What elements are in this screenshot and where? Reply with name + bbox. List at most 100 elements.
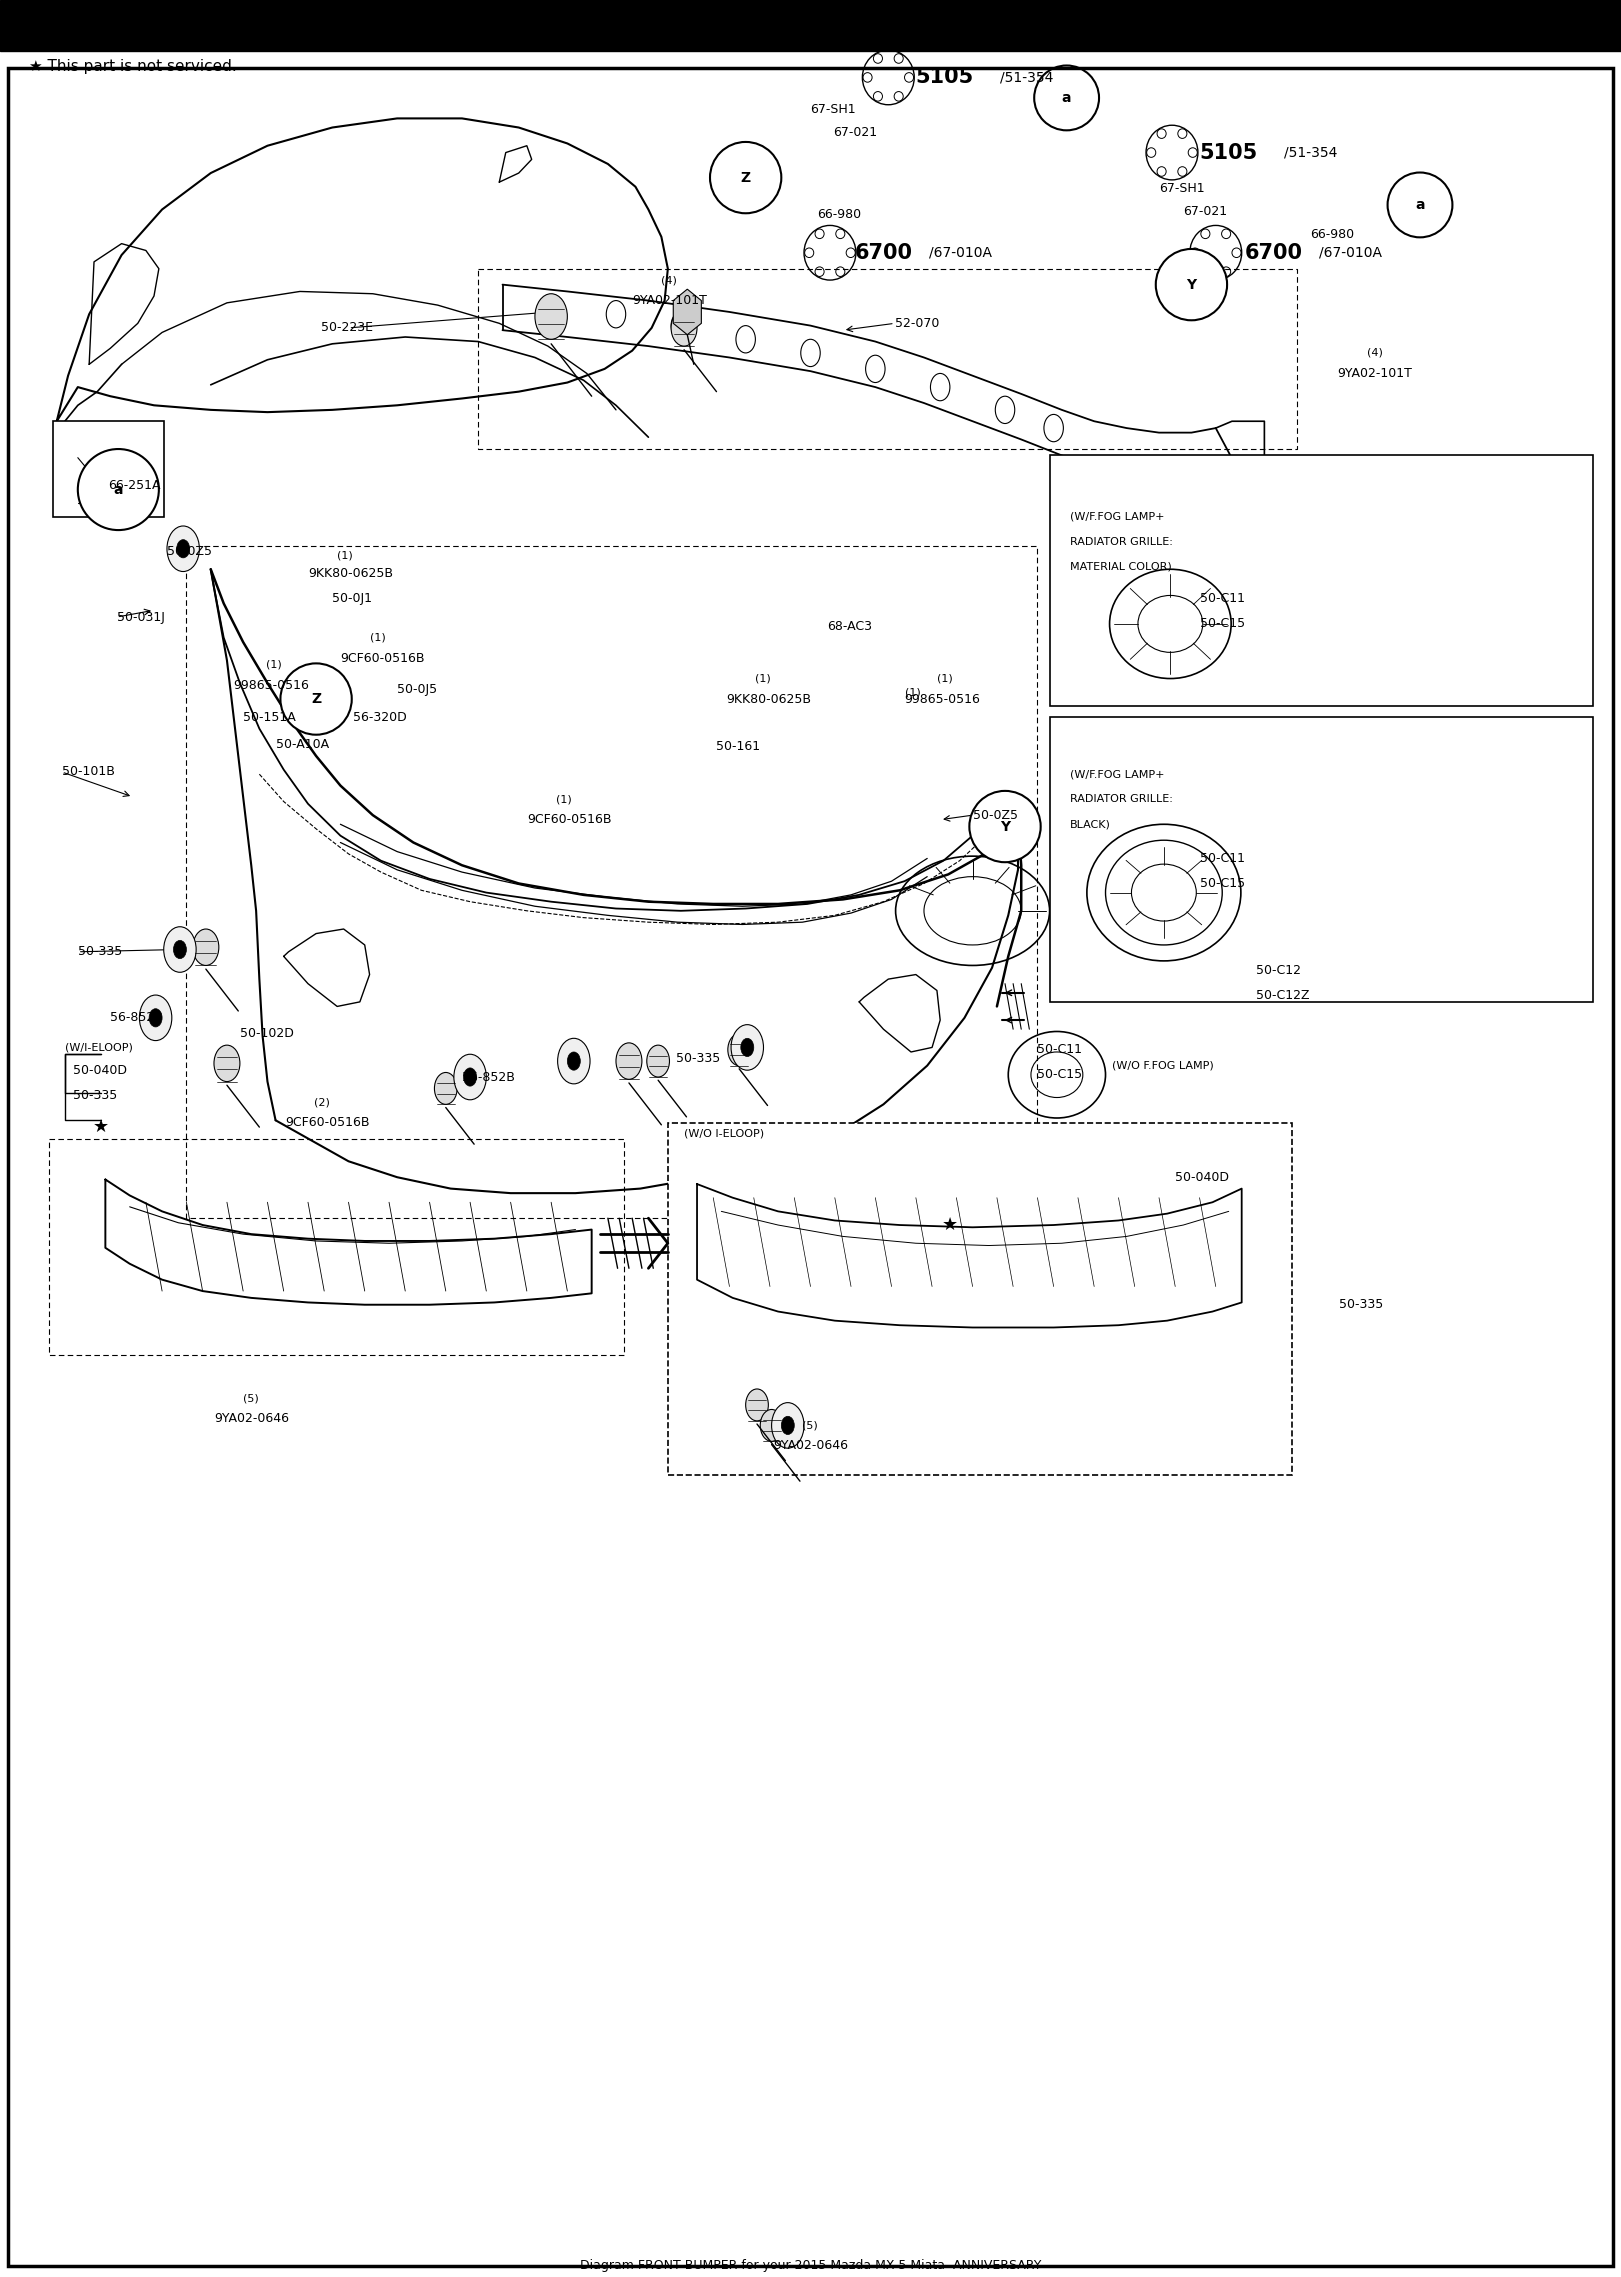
- Text: (1): (1): [755, 674, 772, 683]
- Ellipse shape: [969, 790, 1041, 863]
- Text: 99865-0516: 99865-0516: [905, 692, 981, 706]
- Text: 50-102D: 50-102D: [240, 1027, 293, 1041]
- Text: 9CF60-0516B: 9CF60-0516B: [285, 1116, 370, 1129]
- Circle shape: [434, 1072, 457, 1104]
- Text: (1): (1): [337, 551, 353, 560]
- Text: (W/O F.FOG LAMP): (W/O F.FOG LAMP): [1112, 1061, 1214, 1070]
- Text: (5): (5): [802, 1421, 819, 1430]
- Text: (W/F.FOG LAMP+: (W/F.FOG LAMP+: [1070, 770, 1164, 779]
- Text: 5105: 5105: [916, 68, 974, 87]
- Text: 50-031J: 50-031J: [117, 610, 165, 624]
- Text: Y: Y: [1000, 820, 1010, 833]
- Text: 50-0Z5: 50-0Z5: [973, 808, 1018, 822]
- Text: 6700: 6700: [1245, 244, 1303, 262]
- Circle shape: [173, 940, 186, 959]
- Text: 56-852B: 56-852B: [462, 1070, 515, 1084]
- Text: a: a: [1415, 198, 1425, 212]
- Text: 5105: 5105: [1200, 143, 1258, 162]
- Ellipse shape: [1156, 248, 1227, 321]
- Text: a: a: [113, 483, 123, 496]
- Text: (5): (5): [243, 1394, 259, 1403]
- Text: (1): (1): [370, 633, 386, 642]
- Text: 50-223E: 50-223E: [321, 321, 373, 335]
- Text: (4): (4): [1367, 348, 1383, 357]
- Circle shape: [535, 294, 567, 339]
- Text: 56-852B: 56-852B: [110, 1011, 164, 1025]
- Text: ★: ★: [942, 1216, 958, 1234]
- Circle shape: [772, 1403, 804, 1448]
- Bar: [53, 421, 164, 517]
- Text: 50-101B: 50-101B: [62, 765, 115, 779]
- Circle shape: [139, 995, 172, 1041]
- Text: ★ This part is not serviced.: ★ This part is not serviced.: [29, 59, 237, 73]
- Text: 50-C15: 50-C15: [1200, 877, 1245, 890]
- Text: 66-251A: 66-251A: [109, 478, 160, 492]
- Circle shape: [454, 1054, 486, 1100]
- Text: (1): (1): [937, 674, 953, 683]
- Text: Diagram FRONT BUMPER for your 2015 Mazda MX-5 Miata  ANNIVERSARY: Diagram FRONT BUMPER for your 2015 Mazda…: [580, 2259, 1041, 2272]
- Text: Z: Z: [741, 171, 751, 184]
- Text: a: a: [1062, 91, 1071, 105]
- Circle shape: [781, 1416, 794, 1435]
- Text: 50-C11: 50-C11: [1200, 592, 1245, 606]
- Text: MATERIAL COLOR): MATERIAL COLOR): [1070, 562, 1172, 572]
- Circle shape: [741, 1038, 754, 1057]
- Text: 50-335: 50-335: [78, 945, 122, 959]
- Circle shape: [464, 1068, 477, 1086]
- Text: 56-320D: 56-320D: [353, 710, 407, 724]
- Text: 50-040D: 50-040D: [73, 1063, 126, 1077]
- Text: 9KK80-0625B: 9KK80-0625B: [308, 567, 392, 581]
- Text: 50-335: 50-335: [676, 1052, 720, 1066]
- Text: 50-C15: 50-C15: [1037, 1068, 1083, 1082]
- Ellipse shape: [78, 449, 159, 531]
- Circle shape: [214, 1045, 240, 1082]
- Text: RADIATOR GRILLE:: RADIATOR GRILLE:: [1070, 795, 1172, 804]
- Text: 52-070: 52-070: [895, 317, 939, 330]
- Ellipse shape: [280, 663, 352, 735]
- Bar: [1050, 455, 1593, 706]
- Text: ★: ★: [92, 1118, 109, 1136]
- Circle shape: [167, 526, 199, 572]
- Text: (4): (4): [661, 276, 678, 285]
- Ellipse shape: [1034, 66, 1099, 130]
- Text: 50-C12Z: 50-C12Z: [1256, 988, 1310, 1002]
- Text: (1): (1): [905, 688, 921, 697]
- Text: 50-161: 50-161: [716, 740, 760, 754]
- Circle shape: [177, 540, 190, 558]
- Text: RADIATOR GRILLE:: RADIATOR GRILLE:: [1070, 537, 1172, 546]
- Text: (W/F.FOG LAMP+: (W/F.FOG LAMP+: [1070, 512, 1164, 521]
- Text: 99865-0516: 99865-0516: [233, 679, 310, 692]
- Text: 9YA02-101T: 9YA02-101T: [632, 294, 707, 307]
- Text: (1): (1): [556, 795, 572, 804]
- Circle shape: [616, 1043, 642, 1079]
- Text: (W/O I-ELOOP): (W/O I-ELOOP): [684, 1129, 763, 1138]
- Circle shape: [746, 1389, 768, 1421]
- Text: /67-010A: /67-010A: [929, 246, 992, 260]
- Text: 50-C11: 50-C11: [1200, 852, 1245, 865]
- Ellipse shape: [1388, 173, 1452, 237]
- Text: 67-SH1: 67-SH1: [810, 102, 856, 116]
- Text: 9YA02-101T: 9YA02-101T: [1337, 367, 1412, 380]
- Text: 9KK80-0625B: 9KK80-0625B: [726, 692, 810, 706]
- Text: BLACK): BLACK): [1070, 820, 1110, 829]
- Circle shape: [567, 1052, 580, 1070]
- Text: Z: Z: [311, 692, 321, 706]
- Text: /67-010A: /67-010A: [1319, 246, 1383, 260]
- Text: 6700: 6700: [854, 244, 913, 262]
- Text: (2): (2): [314, 1098, 331, 1107]
- Text: 9YA02-0646: 9YA02-0646: [773, 1439, 848, 1453]
- Circle shape: [728, 1034, 751, 1066]
- Circle shape: [558, 1038, 590, 1084]
- Text: 9CF60-0516B: 9CF60-0516B: [340, 651, 425, 665]
- Text: 50-040D: 50-040D: [1175, 1170, 1229, 1184]
- Text: 50-C12: 50-C12: [1256, 963, 1302, 977]
- Text: 67-021: 67-021: [1183, 205, 1227, 219]
- Text: /51-354: /51-354: [1284, 146, 1337, 159]
- Bar: [0, 0, 1621, 50]
- Text: 68-AC3: 68-AC3: [827, 619, 872, 633]
- Text: (W/I-ELOOP): (W/I-ELOOP): [65, 1043, 133, 1052]
- Text: 50-0Z5: 50-0Z5: [167, 544, 212, 558]
- Text: 9CF60-0516B: 9CF60-0516B: [527, 813, 611, 827]
- Circle shape: [164, 927, 196, 972]
- Text: 50-C15: 50-C15: [1200, 617, 1245, 631]
